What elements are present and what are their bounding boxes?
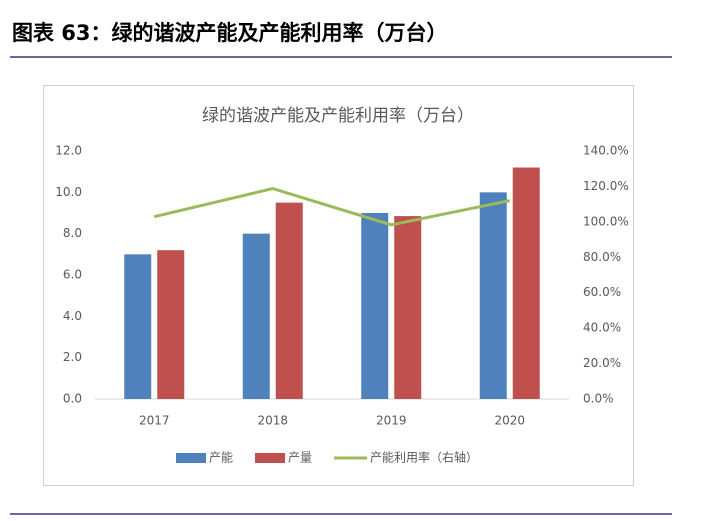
bar <box>512 167 540 399</box>
chart-frame <box>43 85 634 486</box>
y-tick-label: 4.0 <box>63 309 82 323</box>
x-tick-label: 2020 <box>494 414 525 428</box>
bar <box>124 254 152 399</box>
bar <box>394 216 422 399</box>
legend-swatch <box>176 453 206 463</box>
y2-tick-label: 20.0% <box>583 356 621 370</box>
y-tick-label: 8.0 <box>63 226 82 240</box>
bar <box>361 213 389 399</box>
header-title: 图表 63：绿的谐波产能及产能利用率（万台） <box>12 21 448 45</box>
y-tick-label: 0.0 <box>63 392 82 406</box>
y2-tick-label: 120.0% <box>583 179 629 193</box>
x-tick-label: 2017 <box>139 414 170 428</box>
y-tick-label: 10.0 <box>55 185 82 199</box>
legend-label: 产能利用率（右轴） <box>370 450 478 465</box>
bar <box>157 250 185 399</box>
y2-tick-label: 40.0% <box>583 321 621 335</box>
chart-title: 绿的谐波产能及产能利用率（万台） <box>202 106 474 126</box>
legend-label: 产能 <box>209 451 233 465</box>
legend-swatch <box>255 453 286 463</box>
bar <box>479 192 507 399</box>
bar <box>275 202 303 399</box>
bar <box>242 233 270 399</box>
line-series <box>153 187 511 227</box>
y2-tick-label: 0.0% <box>583 392 614 406</box>
y-tick-label: 6.0 <box>63 268 82 282</box>
y2-tick-label: 60.0% <box>583 285 621 299</box>
x-tick-label: 2019 <box>376 414 407 428</box>
legend-label: 产量 <box>288 451 312 465</box>
y-tick-label: 12.0 <box>55 144 82 158</box>
y2-tick-label: 80.0% <box>583 250 621 264</box>
y2-tick-label: 140.0% <box>583 144 629 158</box>
y2-tick-label: 100.0% <box>583 214 629 228</box>
y-tick-label: 2.0 <box>63 350 82 364</box>
x-tick-label: 2018 <box>257 414 288 428</box>
